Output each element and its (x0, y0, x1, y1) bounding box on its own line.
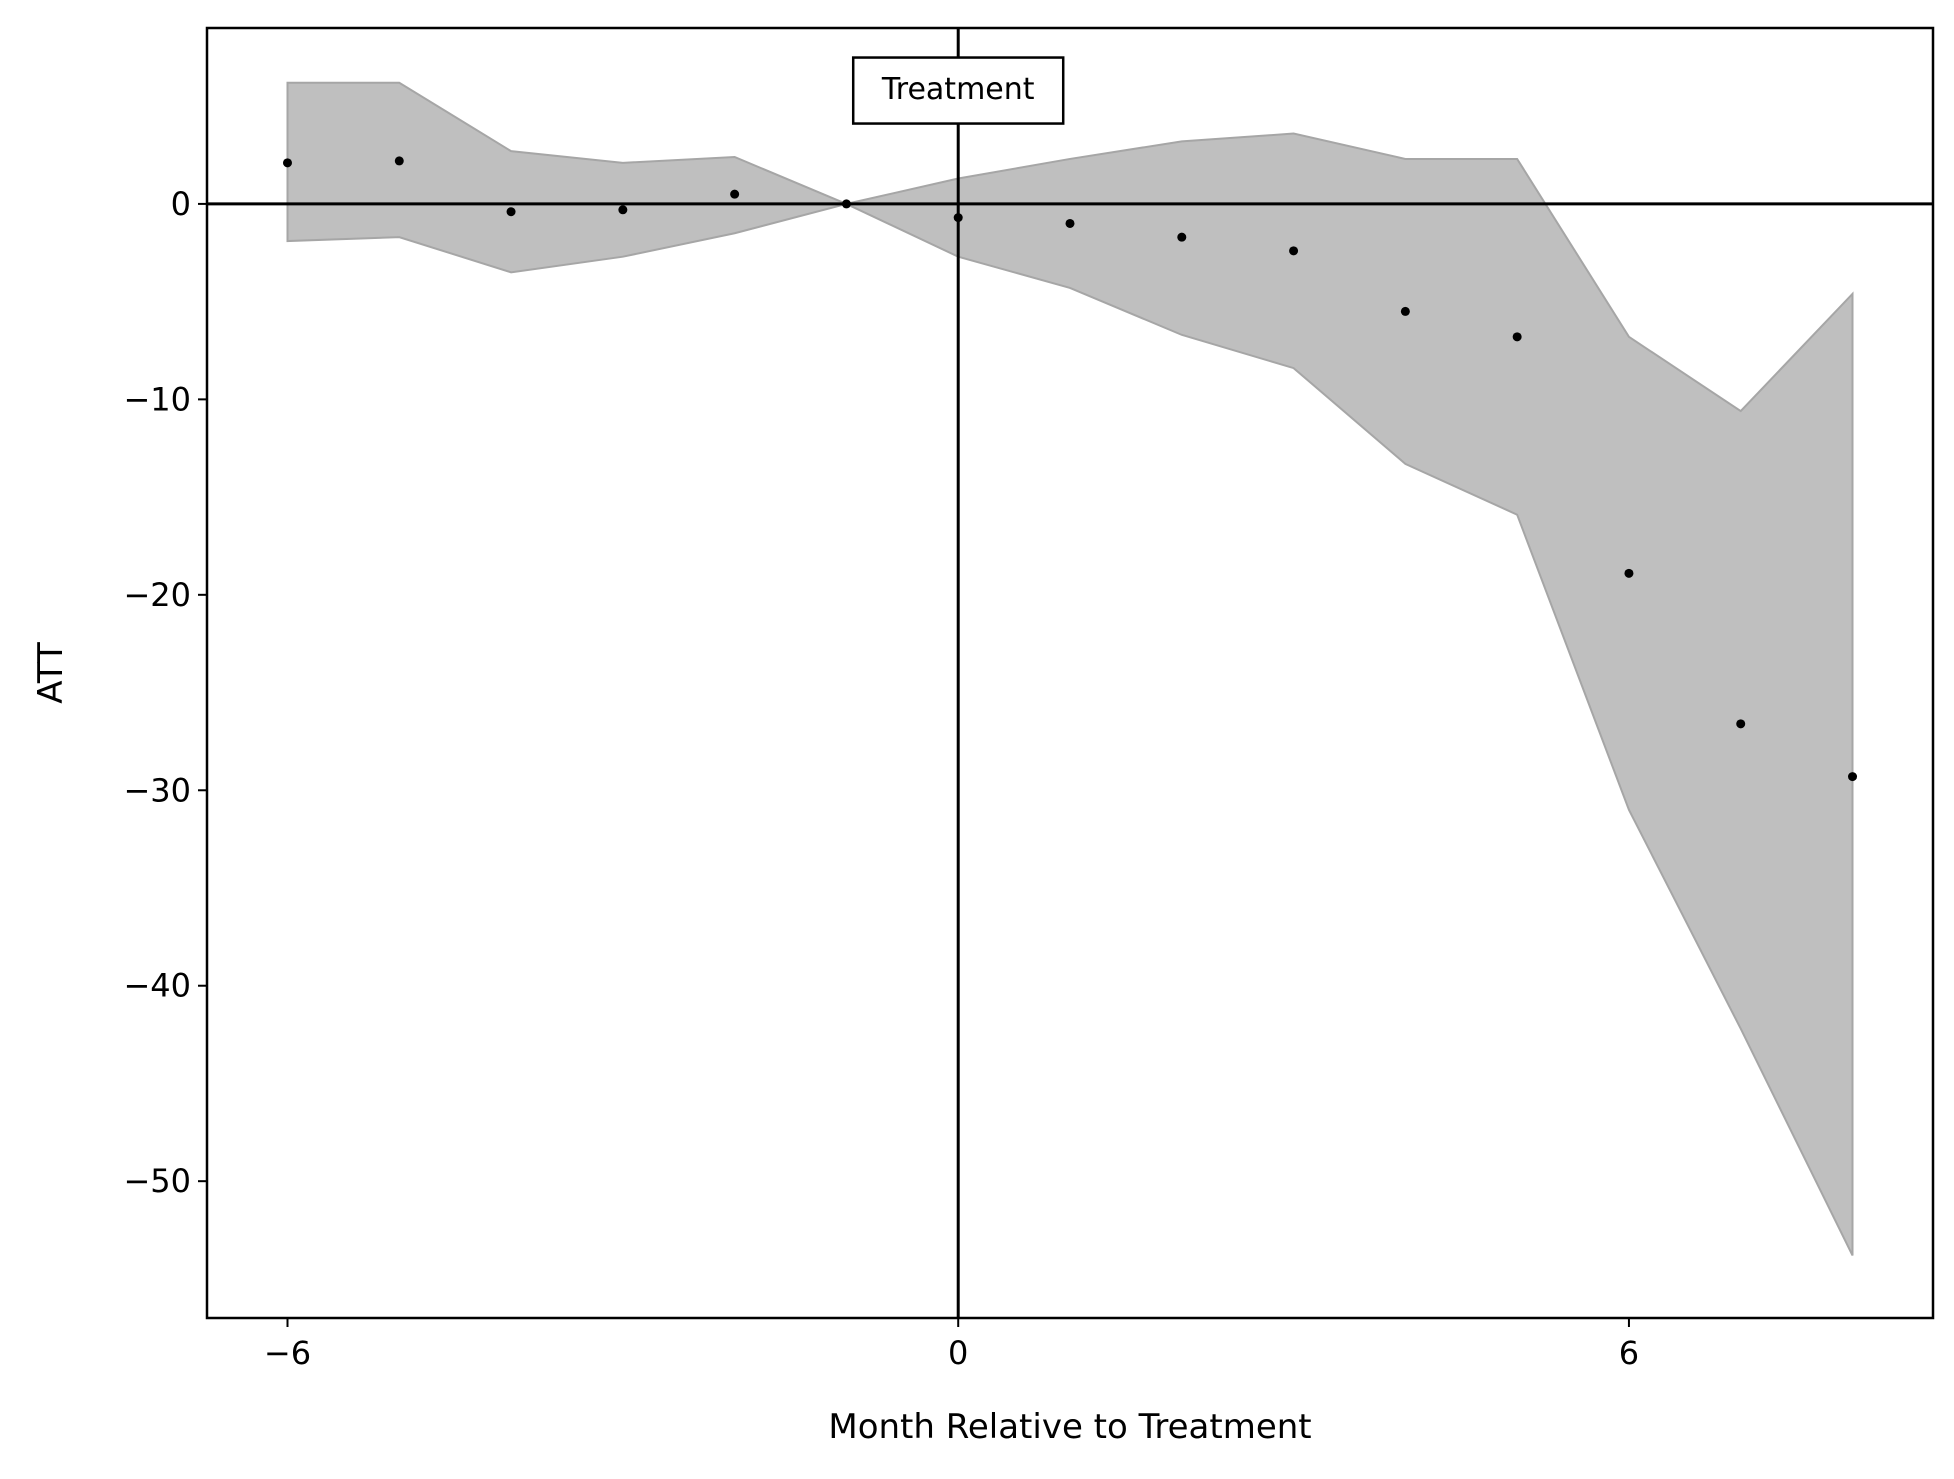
axes-frame (205, 26, 1935, 1320)
data-point (1289, 246, 1299, 256)
data-point (506, 207, 516, 217)
data-point (1400, 306, 1410, 316)
y-axis-label: ATT (31, 642, 71, 704)
data-point (1848, 772, 1858, 782)
data-point (953, 213, 963, 223)
data-point (841, 199, 851, 209)
x-tick-label: 0 (948, 1334, 968, 1372)
data-point (1512, 332, 1522, 342)
annotation-layer: Treatment (851, 56, 1065, 125)
y-tick-label: −50 (123, 1162, 191, 1200)
y-tick-label: −10 (123, 380, 191, 418)
data-point (618, 205, 628, 215)
y-tick-label: 0 (171, 185, 191, 223)
data-point (1736, 719, 1746, 729)
y-tick-label: −30 (123, 771, 191, 809)
data-point (1065, 218, 1075, 228)
treatment-annotation-label: Treatment (881, 72, 1035, 107)
x-tick-label: −6 (264, 1334, 311, 1372)
axis-ticks: −6 0 6 0 −10 −20 −30 −40 −50 (123, 185, 1639, 1372)
plot-area (207, 28, 1933, 1318)
x-axis-label: Month Relative to Treatment (828, 1407, 1311, 1447)
data-point (282, 158, 292, 168)
data-point (1177, 232, 1187, 242)
y-tick-label: −20 (123, 576, 191, 614)
data-point (394, 156, 404, 166)
x-tick-label: 6 (1619, 1334, 1639, 1372)
data-point (730, 189, 740, 199)
treatment-annotation-box (851, 56, 1065, 125)
y-tick-label: −40 (123, 967, 191, 1005)
data-point (1624, 568, 1634, 578)
